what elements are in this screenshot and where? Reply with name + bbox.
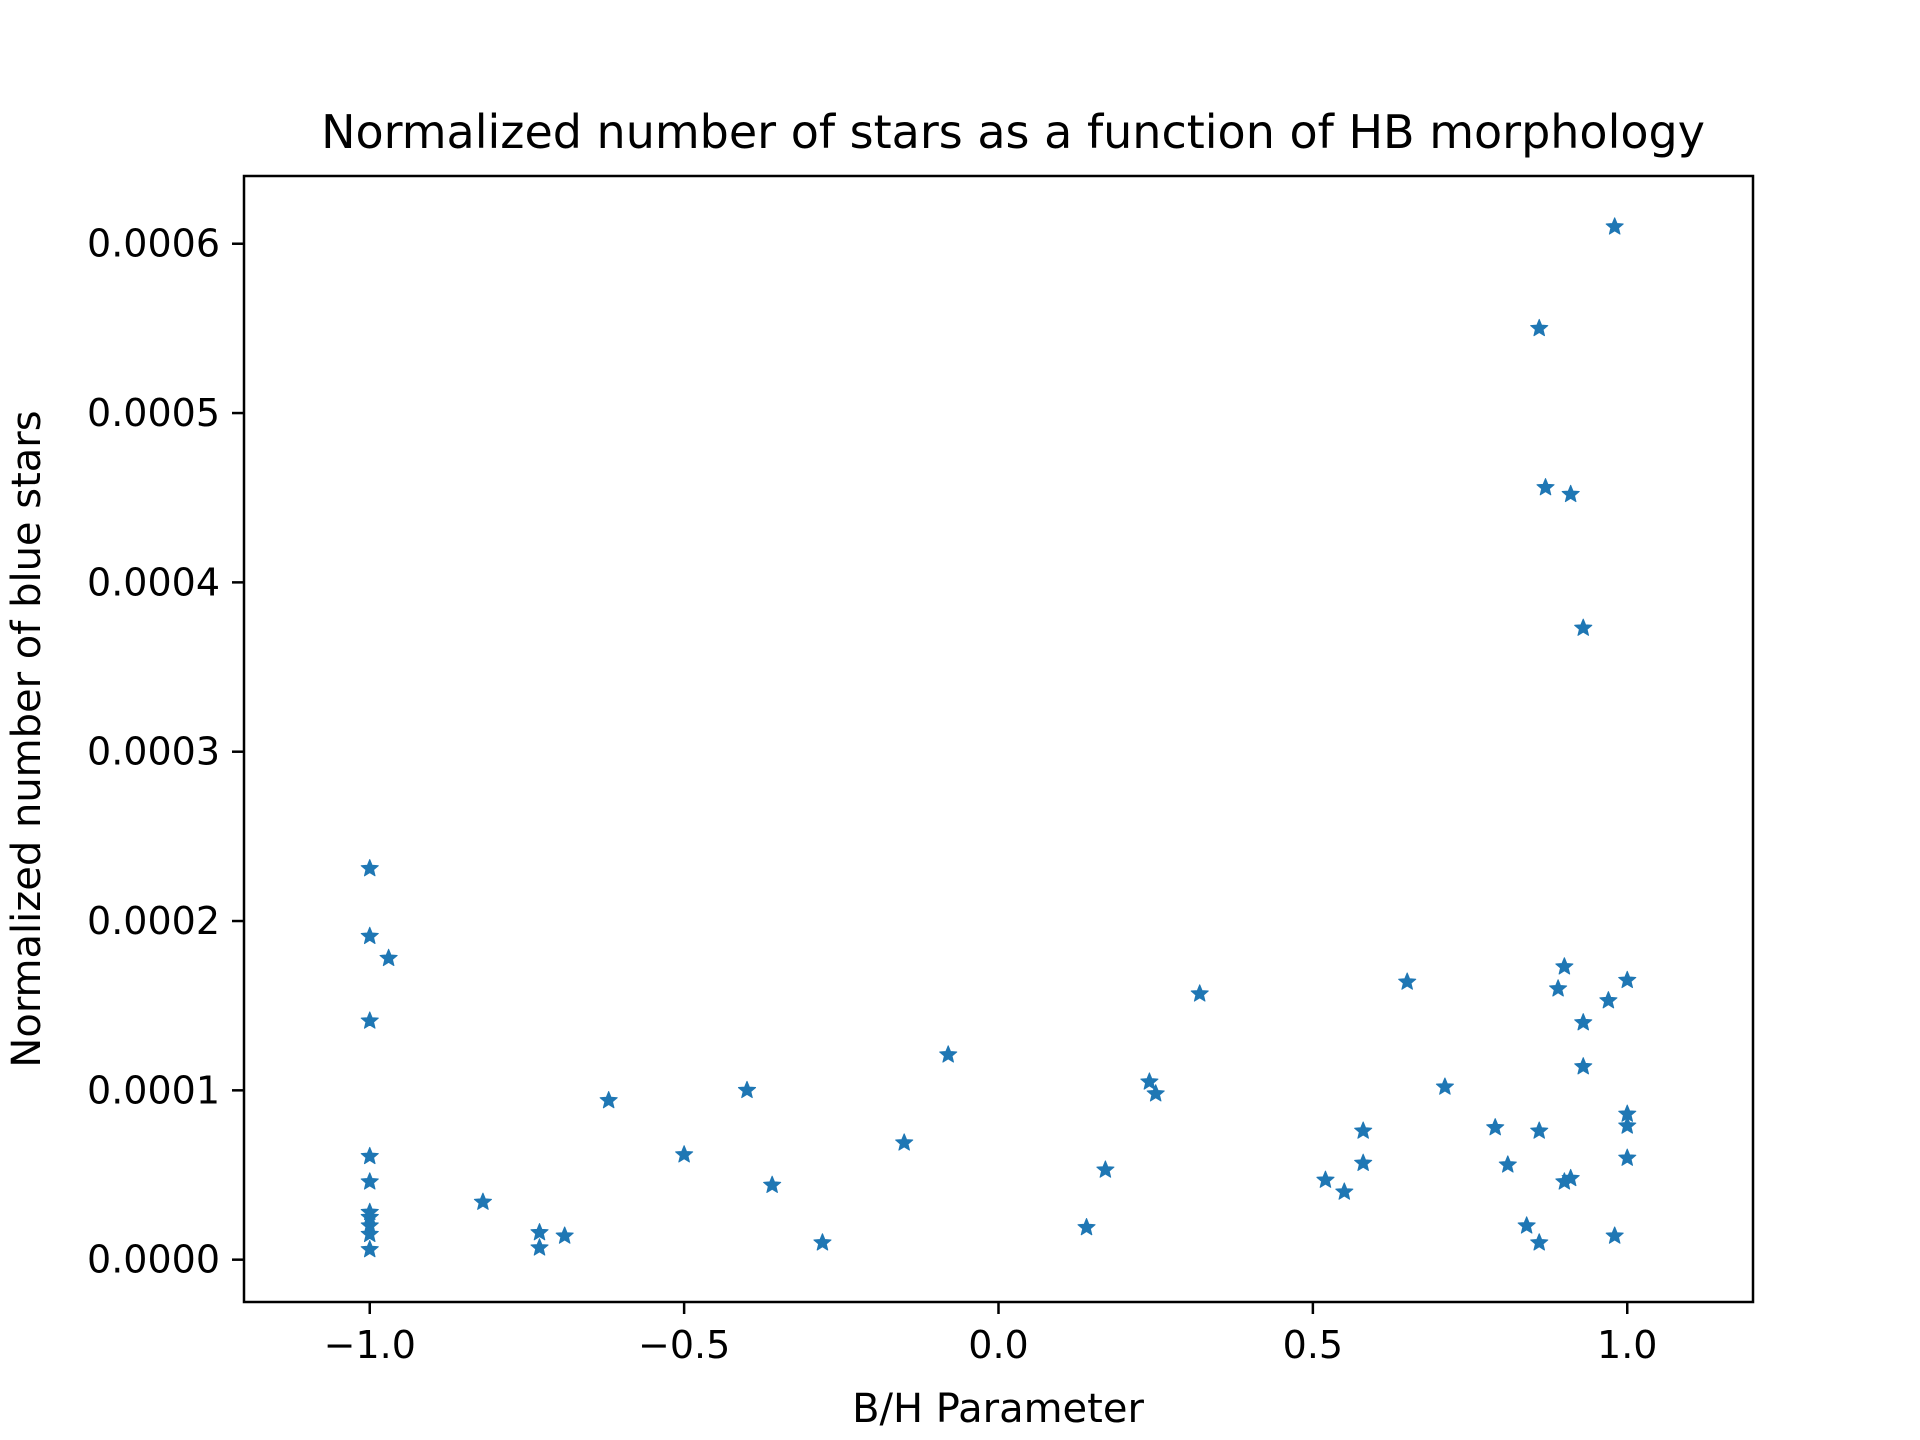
y-tick-label: 0.0006 bbox=[87, 222, 220, 266]
x-tick-label: 0.5 bbox=[1283, 1323, 1343, 1367]
y-axis: 0.0000 0.0001 0.0002 0.0003 0.0004 0.0005 0.00… bbox=[87, 222, 244, 1282]
data-point bbox=[1146, 1084, 1165, 1102]
x-tick-label: −0.5 bbox=[638, 1323, 730, 1367]
data-point bbox=[1354, 1121, 1373, 1139]
data-point bbox=[1435, 1077, 1454, 1095]
data-point bbox=[1530, 318, 1549, 337]
data-point bbox=[360, 1240, 379, 1258]
y-tick-label: 0.0005 bbox=[87, 391, 220, 435]
data-point bbox=[1555, 957, 1574, 975]
data-point bbox=[1605, 1226, 1624, 1244]
data-point bbox=[1574, 618, 1593, 636]
data-point bbox=[1354, 1153, 1373, 1171]
data-point bbox=[1096, 1160, 1115, 1178]
data-point bbox=[1574, 1013, 1593, 1031]
data-point bbox=[1605, 217, 1624, 235]
y-tick-label: 0.0001 bbox=[87, 1068, 220, 1112]
data-points bbox=[360, 217, 1637, 1258]
data-point bbox=[737, 1080, 757, 1099]
data-point bbox=[1190, 984, 1209, 1002]
data-point bbox=[939, 1045, 958, 1063]
data-point bbox=[1530, 1233, 1549, 1251]
data-point bbox=[1574, 1057, 1593, 1075]
data-point bbox=[1140, 1072, 1159, 1090]
data-point bbox=[1316, 1170, 1335, 1188]
y-tick-label: 0.0003 bbox=[87, 730, 220, 774]
data-point bbox=[1536, 478, 1555, 496]
data-point bbox=[1599, 991, 1618, 1009]
y-tick-label: 0.0000 bbox=[87, 1238, 220, 1282]
y-tick-label: 0.0004 bbox=[87, 560, 220, 604]
data-point bbox=[895, 1133, 914, 1151]
data-point bbox=[379, 948, 398, 967]
data-point bbox=[1561, 484, 1580, 503]
data-point bbox=[360, 1146, 379, 1165]
data-point bbox=[1530, 1121, 1549, 1139]
data-point bbox=[360, 1011, 379, 1029]
plot-frame bbox=[242, 174, 1755, 1304]
data-point bbox=[1549, 979, 1568, 997]
chart-title: Normalized number of stars as a function… bbox=[321, 105, 1705, 159]
data-point bbox=[1618, 970, 1637, 989]
data-point bbox=[360, 1224, 379, 1243]
y-axis-label: Normalized number of blue stars bbox=[4, 410, 50, 1067]
data-point bbox=[1618, 1116, 1637, 1134]
data-point bbox=[473, 1192, 492, 1210]
y-tick-label: 0.0002 bbox=[87, 899, 220, 943]
data-point bbox=[360, 926, 379, 945]
data-point bbox=[599, 1091, 618, 1109]
data-point bbox=[1398, 972, 1417, 990]
x-axis: −1.0 −0.5 0.0 0.5 1.0 bbox=[324, 1302, 1657, 1367]
data-point bbox=[1618, 1148, 1637, 1166]
data-point bbox=[1335, 1182, 1354, 1200]
x-tick-label: 1.0 bbox=[1597, 1323, 1657, 1367]
data-point bbox=[1498, 1155, 1517, 1173]
data-point bbox=[763, 1175, 782, 1193]
x-tick-label: −1.0 bbox=[324, 1323, 416, 1367]
data-point bbox=[1486, 1118, 1505, 1136]
x-axis-label: B/H Parameter bbox=[852, 1386, 1144, 1432]
data-point bbox=[1077, 1218, 1096, 1236]
data-point bbox=[530, 1223, 549, 1241]
data-point bbox=[1517, 1216, 1536, 1234]
data-point bbox=[360, 859, 379, 877]
x-tick-label: 0.0 bbox=[968, 1323, 1028, 1367]
data-point bbox=[530, 1238, 549, 1256]
data-point bbox=[675, 1145, 694, 1163]
data-point bbox=[813, 1233, 832, 1251]
data-point bbox=[555, 1226, 574, 1244]
data-point bbox=[360, 1172, 379, 1190]
data-point bbox=[1561, 1168, 1580, 1187]
